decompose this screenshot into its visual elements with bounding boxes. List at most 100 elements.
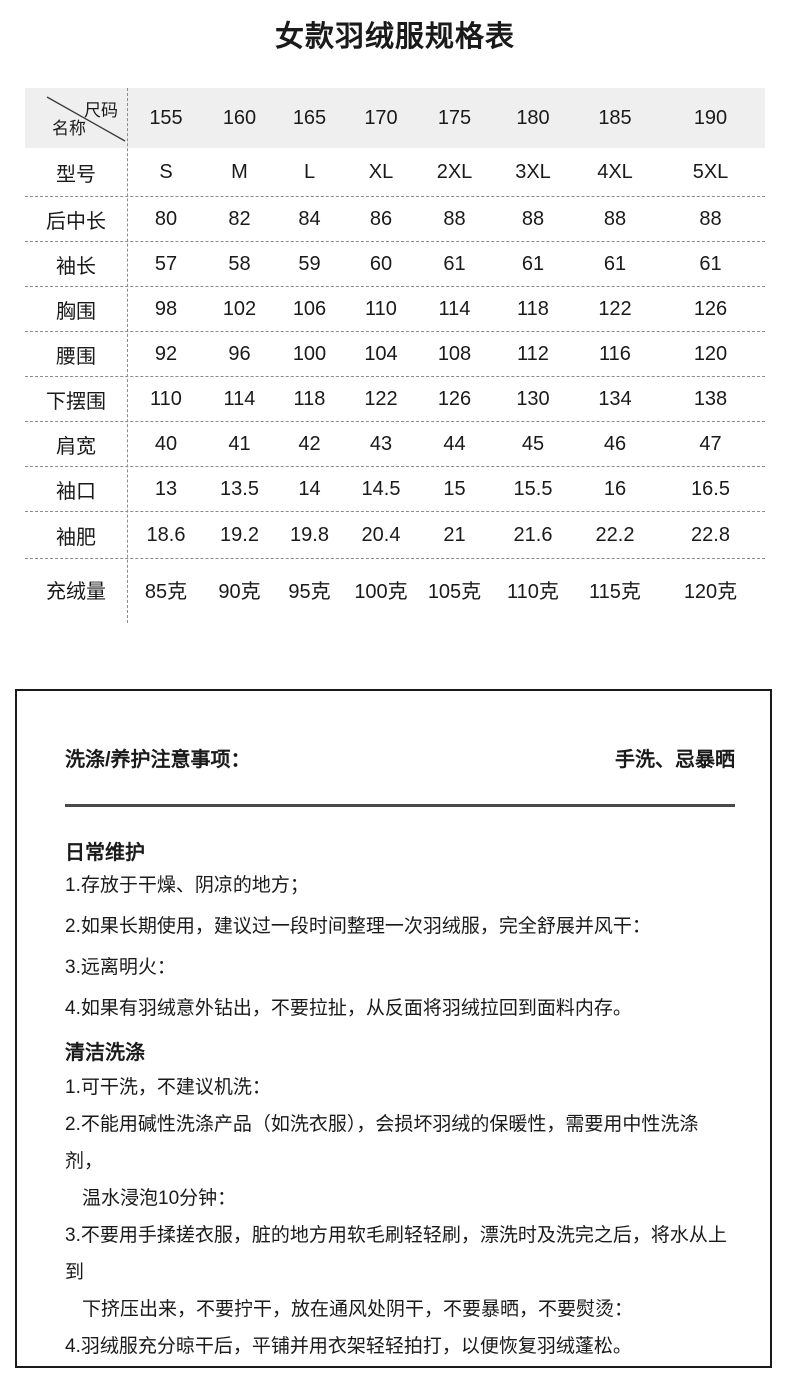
care-section-title: 日常维护 <box>65 842 145 864</box>
care-sections: 日常维护 1.存放于干燥、阴凉的地方； 2.如果长期使用，建议过一段时间整理一次羽绒… <box>65 841 735 1365</box>
care-section: 清洁洗涤 1.可干洗，不建议机洗： 2.不能用碱性洗涤产品（如洗衣服），会损坏羽绒的… <box>65 1041 735 1365</box>
table-cell: 110 <box>150 387 182 410</box>
table-cell: 105克 <box>427 580 482 603</box>
care-line: 2.不能用碱性洗涤产品（如洗衣服），会损坏羽绒的保暖性，需要用中性洗涤剂， <box>65 1114 699 1172</box>
table-cell: L <box>303 160 316 183</box>
table-cell: 134 <box>598 387 632 410</box>
table-cell: 40 <box>154 432 178 455</box>
care-header: 洗涤/养护注意事项： 手洗、忌暴晒 <box>65 746 735 774</box>
size-column-header: 165 <box>292 106 327 129</box>
table-cell: 95克 <box>288 580 331 603</box>
corner-label-name: 名称 <box>52 119 86 138</box>
table-cell: 118 <box>517 297 549 320</box>
table-row: 充绒量 85克 90克 95克 100克 105克 110克 115克 120克 <box>25 558 765 619</box>
care-line: 3.远离明火： <box>65 957 176 978</box>
table-cell: 5XL <box>692 160 729 183</box>
table-cell: 85克 <box>144 580 188 603</box>
care-line: 1.存放于干燥、阴凉的地方； <box>65 875 309 896</box>
table-cell: 88 <box>521 207 545 230</box>
table-cell: 45 <box>521 432 545 455</box>
table-cell: 13.5 <box>220 477 259 500</box>
table-row: 袖长 57 58 59 60 61 61 61 61 <box>25 241 765 286</box>
table-cell: 102 <box>222 297 257 320</box>
table-row: 肩宽 40 41 42 43 44 45 46 47 <box>25 421 765 466</box>
table-row: 型号 S M L XL 2XL 3XL 4XL 5XL <box>25 148 765 196</box>
table-cell: 100克 <box>354 580 408 603</box>
table-cell: 108 <box>437 342 472 365</box>
row-label: 型号 <box>56 163 96 186</box>
table-cell: 61 <box>521 252 545 275</box>
row-label: 充绒量 <box>46 580 106 603</box>
table-cell: 61 <box>699 252 722 275</box>
table-cell: 3XL <box>515 160 551 183</box>
table-cell: S <box>159 160 173 183</box>
table-cell: 116 <box>599 342 631 365</box>
row-label: 后中长 <box>46 210 106 233</box>
table-cell: 96 <box>228 342 251 365</box>
care-method: 手洗、忌暴晒 <box>615 749 735 771</box>
table-cell: 138 <box>693 387 728 410</box>
care-line: 3.不要用手揉搓衣服，脏的地方用软毛刷轻轻刷，漂洗时及洗完之后，将水从上到 <box>65 1225 727 1283</box>
table-cell: 4XL <box>597 160 633 183</box>
table-cell: 88 <box>443 207 466 230</box>
table-cell: 110克 <box>507 580 559 603</box>
table-vertical-dashed-line <box>127 88 128 623</box>
table-cell: 19.8 <box>290 523 329 546</box>
table-row: 腰围 92 96 100 104 108 112 116 120 <box>25 331 765 376</box>
care-section: 日常维护 1.存放于干燥、阴凉的地方； 2.如果长期使用，建议过一段时间整理一次羽绒… <box>65 841 735 1029</box>
table-cell: 15 <box>443 477 466 500</box>
table-cell: 122 <box>598 297 632 320</box>
table-cell: 88 <box>699 207 722 230</box>
table-cell: 114 <box>223 387 256 410</box>
size-column-header: 155 <box>149 106 183 129</box>
table-cell: 90克 <box>218 580 261 603</box>
table-cell: 61 <box>603 252 627 275</box>
size-column-header: 185 <box>598 106 632 129</box>
care-instructions-box: 洗涤/养护注意事项： 手洗、忌暴晒 日常维护 1.存放于干燥、阴凉的地方； 2.如果… <box>15 689 772 1368</box>
table-cell: 110 <box>365 297 397 320</box>
corner-label-size: 尺码 <box>84 101 118 120</box>
table-cell: 60 <box>369 252 393 275</box>
table-cell: 46 <box>603 432 627 455</box>
table-cell: 130 <box>516 387 550 410</box>
table-cell: 80 <box>154 207 178 230</box>
table-cell: M <box>231 160 248 183</box>
table-cell: 122 <box>364 387 398 410</box>
table-cell: 16 <box>603 477 627 500</box>
care-line: 2.如果长期使用，建议过一段时间整理一次羽绒服，完全舒展并风干： <box>65 916 651 937</box>
care-heading: 洗涤/养护注意事项： <box>65 749 251 771</box>
size-column-header: 160 <box>222 106 257 129</box>
table-cell: 19.2 <box>220 523 259 546</box>
table-cell: 42 <box>298 432 321 455</box>
table-cell: 61 <box>443 252 466 275</box>
table-row: 袖口 13 13.5 14 14.5 15 15.5 16 16.5 <box>25 466 765 511</box>
table-row: 袖肥 18.6 19.2 19.8 20.4 21 21.6 22.2 22.8 <box>25 511 765 558</box>
row-label: 腰围 <box>56 345 96 368</box>
table-cell: 44 <box>443 432 466 455</box>
page-title: 女款羽绒服规格表 <box>274 21 515 53</box>
care-line: 温水浸泡10分钟： <box>82 1188 237 1209</box>
size-table: 尺码 名称 155 160 165 170 175 180 185 190 型号 S M L XL 2X… <box>25 88 765 623</box>
size-table-corner-cell: 尺码 名称 <box>25 88 127 148</box>
table-cell: 21.6 <box>513 523 553 546</box>
row-label: 下摆围 <box>46 390 106 413</box>
table-cell: 126 <box>437 387 472 410</box>
table-cell: 57 <box>154 252 178 275</box>
table-cell: 104 <box>364 342 398 365</box>
table-cell: 120克 <box>683 580 738 603</box>
size-column-header: 180 <box>516 106 550 129</box>
row-label: 袖口 <box>56 480 96 503</box>
table-cell: 115克 <box>589 580 641 603</box>
care-section-lines: 1.可干洗，不建议机洗： 2.不能用碱性洗涤产品（如洗衣服），会损坏羽绒的保暖性，… <box>65 1069 735 1365</box>
table-cell: 88 <box>603 207 627 230</box>
table-cell: 98 <box>154 297 178 320</box>
care-section-title: 清洁洗涤 <box>65 1042 145 1064</box>
table-cell: 18.6 <box>146 523 186 546</box>
table-cell: 16.5 <box>691 477 730 500</box>
diagonal-line <box>46 96 126 142</box>
size-column-header: 175 <box>437 106 472 129</box>
size-column-header: 190 <box>693 106 728 129</box>
care-line: 4.如果有羽绒意外钻出，不要拉扯，从反面将羽绒拉回到面料内存。 <box>65 998 632 1019</box>
table-cell: 82 <box>228 207 251 230</box>
table-cell: 58 <box>228 252 251 275</box>
